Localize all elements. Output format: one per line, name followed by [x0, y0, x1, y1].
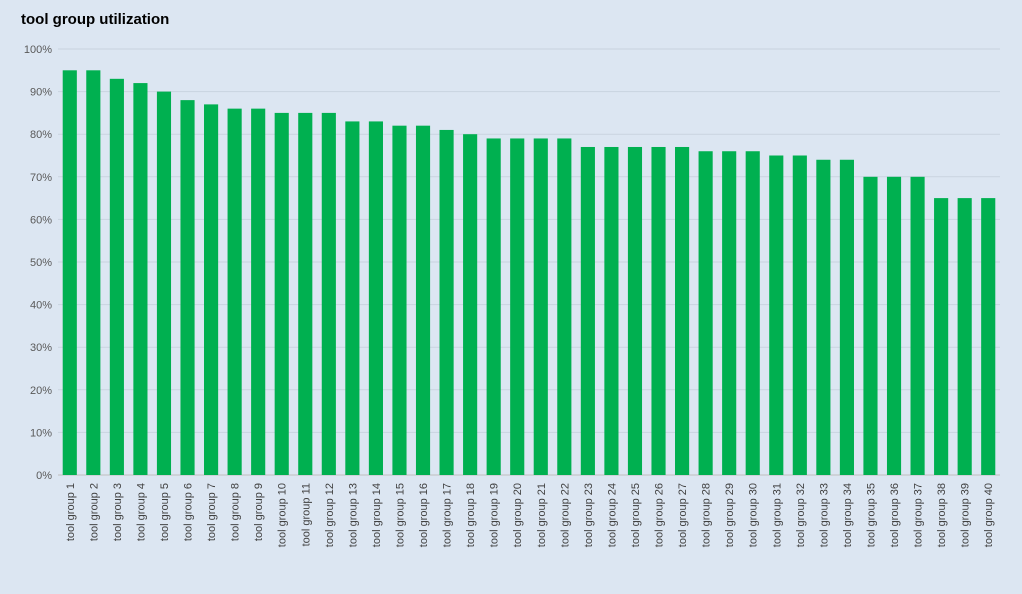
- y-tick-label: 40%: [30, 300, 52, 312]
- bar: [580, 146, 595, 476]
- x-tick-label: tool group 29: [724, 483, 736, 547]
- x-tick-label: tool group 10: [277, 483, 289, 547]
- x-tick-label: tool group 18: [465, 483, 477, 547]
- x-tick-label: tool group 24: [606, 483, 618, 547]
- bar: [698, 151, 713, 476]
- bar: [321, 112, 336, 476]
- bar: [368, 121, 383, 476]
- bar: [957, 198, 972, 475]
- y-tick-label: 0%: [36, 470, 52, 482]
- bar: [651, 146, 666, 476]
- x-tick-label: tool group 9: [253, 483, 265, 541]
- y-tick-label: 30%: [30, 342, 52, 354]
- y-tick-label: 90%: [30, 87, 52, 99]
- bar: [62, 70, 77, 476]
- bar: [816, 159, 831, 475]
- bar: [463, 134, 478, 475]
- chart-title: tool group utilization: [21, 11, 170, 28]
- bar: [274, 112, 289, 476]
- y-tick-label: 100%: [24, 44, 52, 56]
- x-tick-label: tool group 21: [536, 483, 548, 547]
- x-axis-ticks: tool group 1 tool group 2 tool group 3 tool…: [65, 483, 995, 547]
- bar: [227, 108, 242, 475]
- x-tick-label: tool group 8: [230, 483, 242, 541]
- x-tick-label: tool group 34: [842, 483, 854, 547]
- y-tick-label: 60%: [30, 214, 52, 226]
- bar: [439, 129, 454, 475]
- bar: [180, 100, 195, 476]
- x-tick-label: tool group 32: [795, 483, 807, 547]
- bar: [156, 91, 172, 475]
- x-tick-label: tool group 35: [865, 483, 877, 547]
- x-tick-label: tool group 7: [206, 483, 218, 541]
- x-tick-label: tool group 36: [889, 483, 901, 547]
- x-tick-label: tool group 15: [394, 483, 406, 547]
- bar: [604, 146, 619, 476]
- x-tick-label: tool group 14: [371, 483, 383, 547]
- bar: [298, 112, 313, 476]
- x-tick-label: tool group 26: [654, 483, 666, 547]
- bar: [675, 146, 690, 476]
- y-tick-label: 10%: [30, 427, 52, 439]
- x-tick-label: tool group 37: [913, 483, 925, 547]
- x-tick-label: tool group 40: [983, 483, 995, 547]
- y-tick-label: 50%: [30, 257, 52, 269]
- x-tick-label: tool group 31: [771, 483, 783, 547]
- bar: [510, 138, 525, 475]
- bar: [204, 104, 219, 475]
- y-tick-label: 70%: [30, 172, 52, 184]
- bar: [863, 176, 878, 476]
- x-tick-label: tool group 39: [960, 483, 972, 547]
- bar: [934, 198, 949, 475]
- bar: [533, 138, 548, 475]
- bar: [769, 155, 784, 475]
- x-tick-label: tool group 4: [135, 483, 147, 541]
- x-tick-label: tool group 1: [65, 483, 77, 541]
- x-tick-label: tool group 19: [489, 483, 501, 547]
- bar: [886, 176, 902, 476]
- bar: [251, 108, 266, 475]
- x-tick-label: tool group 16: [418, 483, 430, 547]
- bar: [910, 176, 925, 476]
- bar: [839, 159, 854, 475]
- x-tick-label: tool group 6: [183, 483, 195, 541]
- x-tick-label: tool group 25: [630, 483, 642, 547]
- bar: [345, 121, 360, 476]
- x-tick-label: tool group 2: [88, 483, 100, 541]
- x-tick-label: tool group 11: [300, 483, 312, 546]
- x-tick-label: tool group 30: [748, 483, 760, 547]
- x-tick-label: tool group 23: [583, 483, 595, 547]
- x-tick-label: tool group 13: [347, 483, 359, 547]
- bar: [392, 125, 407, 476]
- bar: [415, 125, 431, 476]
- x-tick-label: tool group 20: [512, 483, 524, 547]
- bar: [86, 70, 101, 476]
- bar: [627, 146, 643, 476]
- gridlines: [58, 48, 1000, 476]
- y-tick-label: 80%: [30, 129, 52, 141]
- x-tick-label: tool group 3: [112, 483, 124, 541]
- bar: [722, 151, 737, 476]
- x-tick-label: tool group 33: [818, 483, 830, 547]
- bars: [62, 70, 996, 476]
- bar: [981, 198, 996, 475]
- x-tick-label: tool group 12: [324, 483, 336, 547]
- x-tick-label: tool group 22: [559, 483, 571, 547]
- bar: [486, 138, 501, 475]
- x-tick-label: tool group 17: [442, 483, 454, 547]
- bar: [109, 78, 124, 475]
- x-tick-label: tool group 27: [677, 483, 689, 547]
- bar: [133, 83, 148, 475]
- x-tick-label: tool group 5: [159, 483, 171, 541]
- bar: [557, 138, 572, 475]
- bar: [745, 151, 760, 476]
- x-tick-label: tool group 38: [936, 483, 948, 547]
- y-tick-label: 20%: [30, 385, 52, 397]
- bar: [792, 155, 807, 475]
- x-tick-label: tool group 28: [701, 483, 713, 547]
- y-axis-ticks: 0% 10% 20% 30% 40% 50% 60% 70% 80% 90% 100%: [24, 44, 52, 482]
